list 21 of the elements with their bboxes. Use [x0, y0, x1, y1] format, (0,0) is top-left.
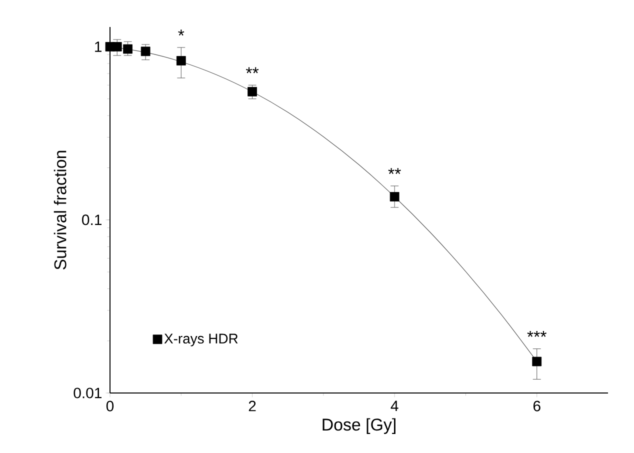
annotation: **: [246, 67, 259, 74]
point: [112, 42, 122, 52]
annotation: *: [178, 30, 184, 36]
x-tick-label: 2: [248, 400, 256, 412]
x-tick-label: 6: [533, 400, 540, 412]
x-tick-label: 0: [106, 400, 114, 412]
legend-label: X-rays HDR: [164, 334, 238, 346]
y-tick-label: 1: [95, 42, 102, 52]
x-axis-title: Dose [Gy]: [322, 418, 396, 434]
point: [123, 44, 132, 54]
y-tick-label: 0.1: [82, 214, 102, 226]
point: [532, 356, 542, 366]
point: [176, 56, 186, 66]
point: [140, 46, 150, 56]
annotation: ***: [527, 330, 546, 337]
point: [248, 86, 257, 96]
y-axis-title: Survival fraction: [54, 150, 66, 270]
annotation: **: [388, 168, 401, 174]
y-tick-label: 0.01: [74, 388, 102, 398]
x-tick-label: 4: [390, 400, 398, 412]
point: [390, 192, 400, 202]
